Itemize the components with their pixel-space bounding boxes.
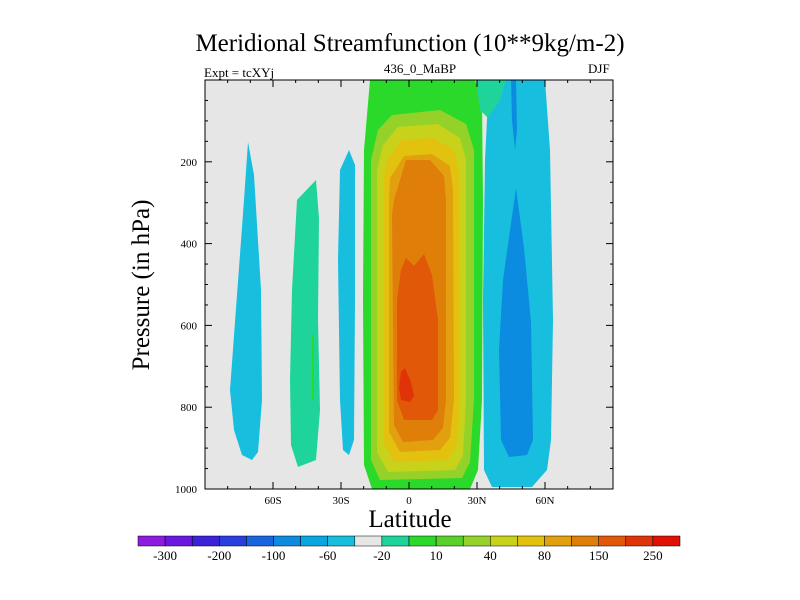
contour-cell-nh-inner bbox=[499, 188, 533, 457]
x-tick-label: 60S bbox=[264, 495, 281, 507]
colorbar-label: 250 bbox=[643, 548, 663, 563]
x-axis: 60S 30S 0 30N 60N bbox=[227, 80, 591, 507]
y-tick-label: 200 bbox=[181, 157, 198, 169]
colorbar-label: -200 bbox=[207, 548, 231, 563]
contour-fills bbox=[230, 80, 553, 489]
contour-cell-sh-outer bbox=[230, 142, 262, 460]
colorbar-swatch bbox=[490, 535, 518, 547]
colorbar-swatch bbox=[625, 535, 654, 547]
x-tick-label: 60N bbox=[536, 495, 555, 507]
colorbar-swatch bbox=[164, 535, 193, 547]
colorbar-swatch bbox=[246, 535, 274, 547]
colorbar-swatch bbox=[544, 535, 572, 547]
colorbar-swatch bbox=[273, 535, 301, 547]
colorbar-swatch bbox=[462, 535, 491, 547]
y-tick-label: 600 bbox=[181, 320, 198, 332]
colorbar-label: 40 bbox=[484, 548, 497, 563]
colorbar-swatch bbox=[435, 535, 464, 547]
season-label: DJF bbox=[588, 61, 610, 76]
colorbar-swatch bbox=[408, 535, 437, 547]
colorbar: -300 -200 -100 -60 -20 10 40 80 150 250 bbox=[137, 535, 681, 563]
x-tick-label: 0 bbox=[406, 495, 412, 507]
contour-cell-nh-top-strip bbox=[511, 80, 517, 150]
colorbar-label: 80 bbox=[538, 548, 551, 563]
colorbar-swatch bbox=[571, 535, 599, 547]
contour-cell-sh-inner bbox=[338, 150, 355, 455]
y-tick-label: 1000 bbox=[175, 484, 198, 496]
colorbar-swatch bbox=[517, 535, 545, 547]
colorbar-swatch bbox=[327, 535, 356, 547]
contour-cell-nh-top-green bbox=[476, 80, 506, 118]
colorbar-swatch bbox=[652, 535, 681, 547]
y-tick-label: 400 bbox=[181, 239, 198, 251]
y-axis: 200 400 600 800 1000 bbox=[175, 99, 613, 496]
colorbar-label: -60 bbox=[319, 548, 336, 563]
colorbar-label: -20 bbox=[373, 548, 390, 563]
colorbar-label: -300 bbox=[153, 548, 177, 563]
colorbar-swatch bbox=[191, 535, 220, 547]
time-label: 436_0_MaBP bbox=[383, 61, 457, 76]
colorbar-swatch bbox=[598, 535, 627, 547]
colorbar-label: 150 bbox=[589, 548, 609, 563]
colorbar-swatch bbox=[137, 535, 166, 547]
colorbar-swatch bbox=[300, 535, 328, 547]
colorbar-swatch bbox=[381, 535, 410, 547]
x-tick-label: 30S bbox=[332, 495, 349, 507]
y-tick-label: 800 bbox=[181, 402, 198, 414]
chart-title: Meridional Streamfunction (10**9kg/m-2) bbox=[195, 30, 625, 57]
colorbar-swatch bbox=[219, 535, 247, 547]
contour-cell-tropic-max bbox=[399, 368, 414, 402]
x-axis-label: Latitude bbox=[368, 506, 452, 533]
colorbar-label: -100 bbox=[262, 548, 286, 563]
colorbar-label: 10 bbox=[430, 548, 443, 563]
x-tick-label: 30N bbox=[468, 495, 487, 507]
experiment-label: Expt = tcXYj bbox=[204, 65, 275, 80]
colorbar-swatch bbox=[354, 535, 383, 547]
